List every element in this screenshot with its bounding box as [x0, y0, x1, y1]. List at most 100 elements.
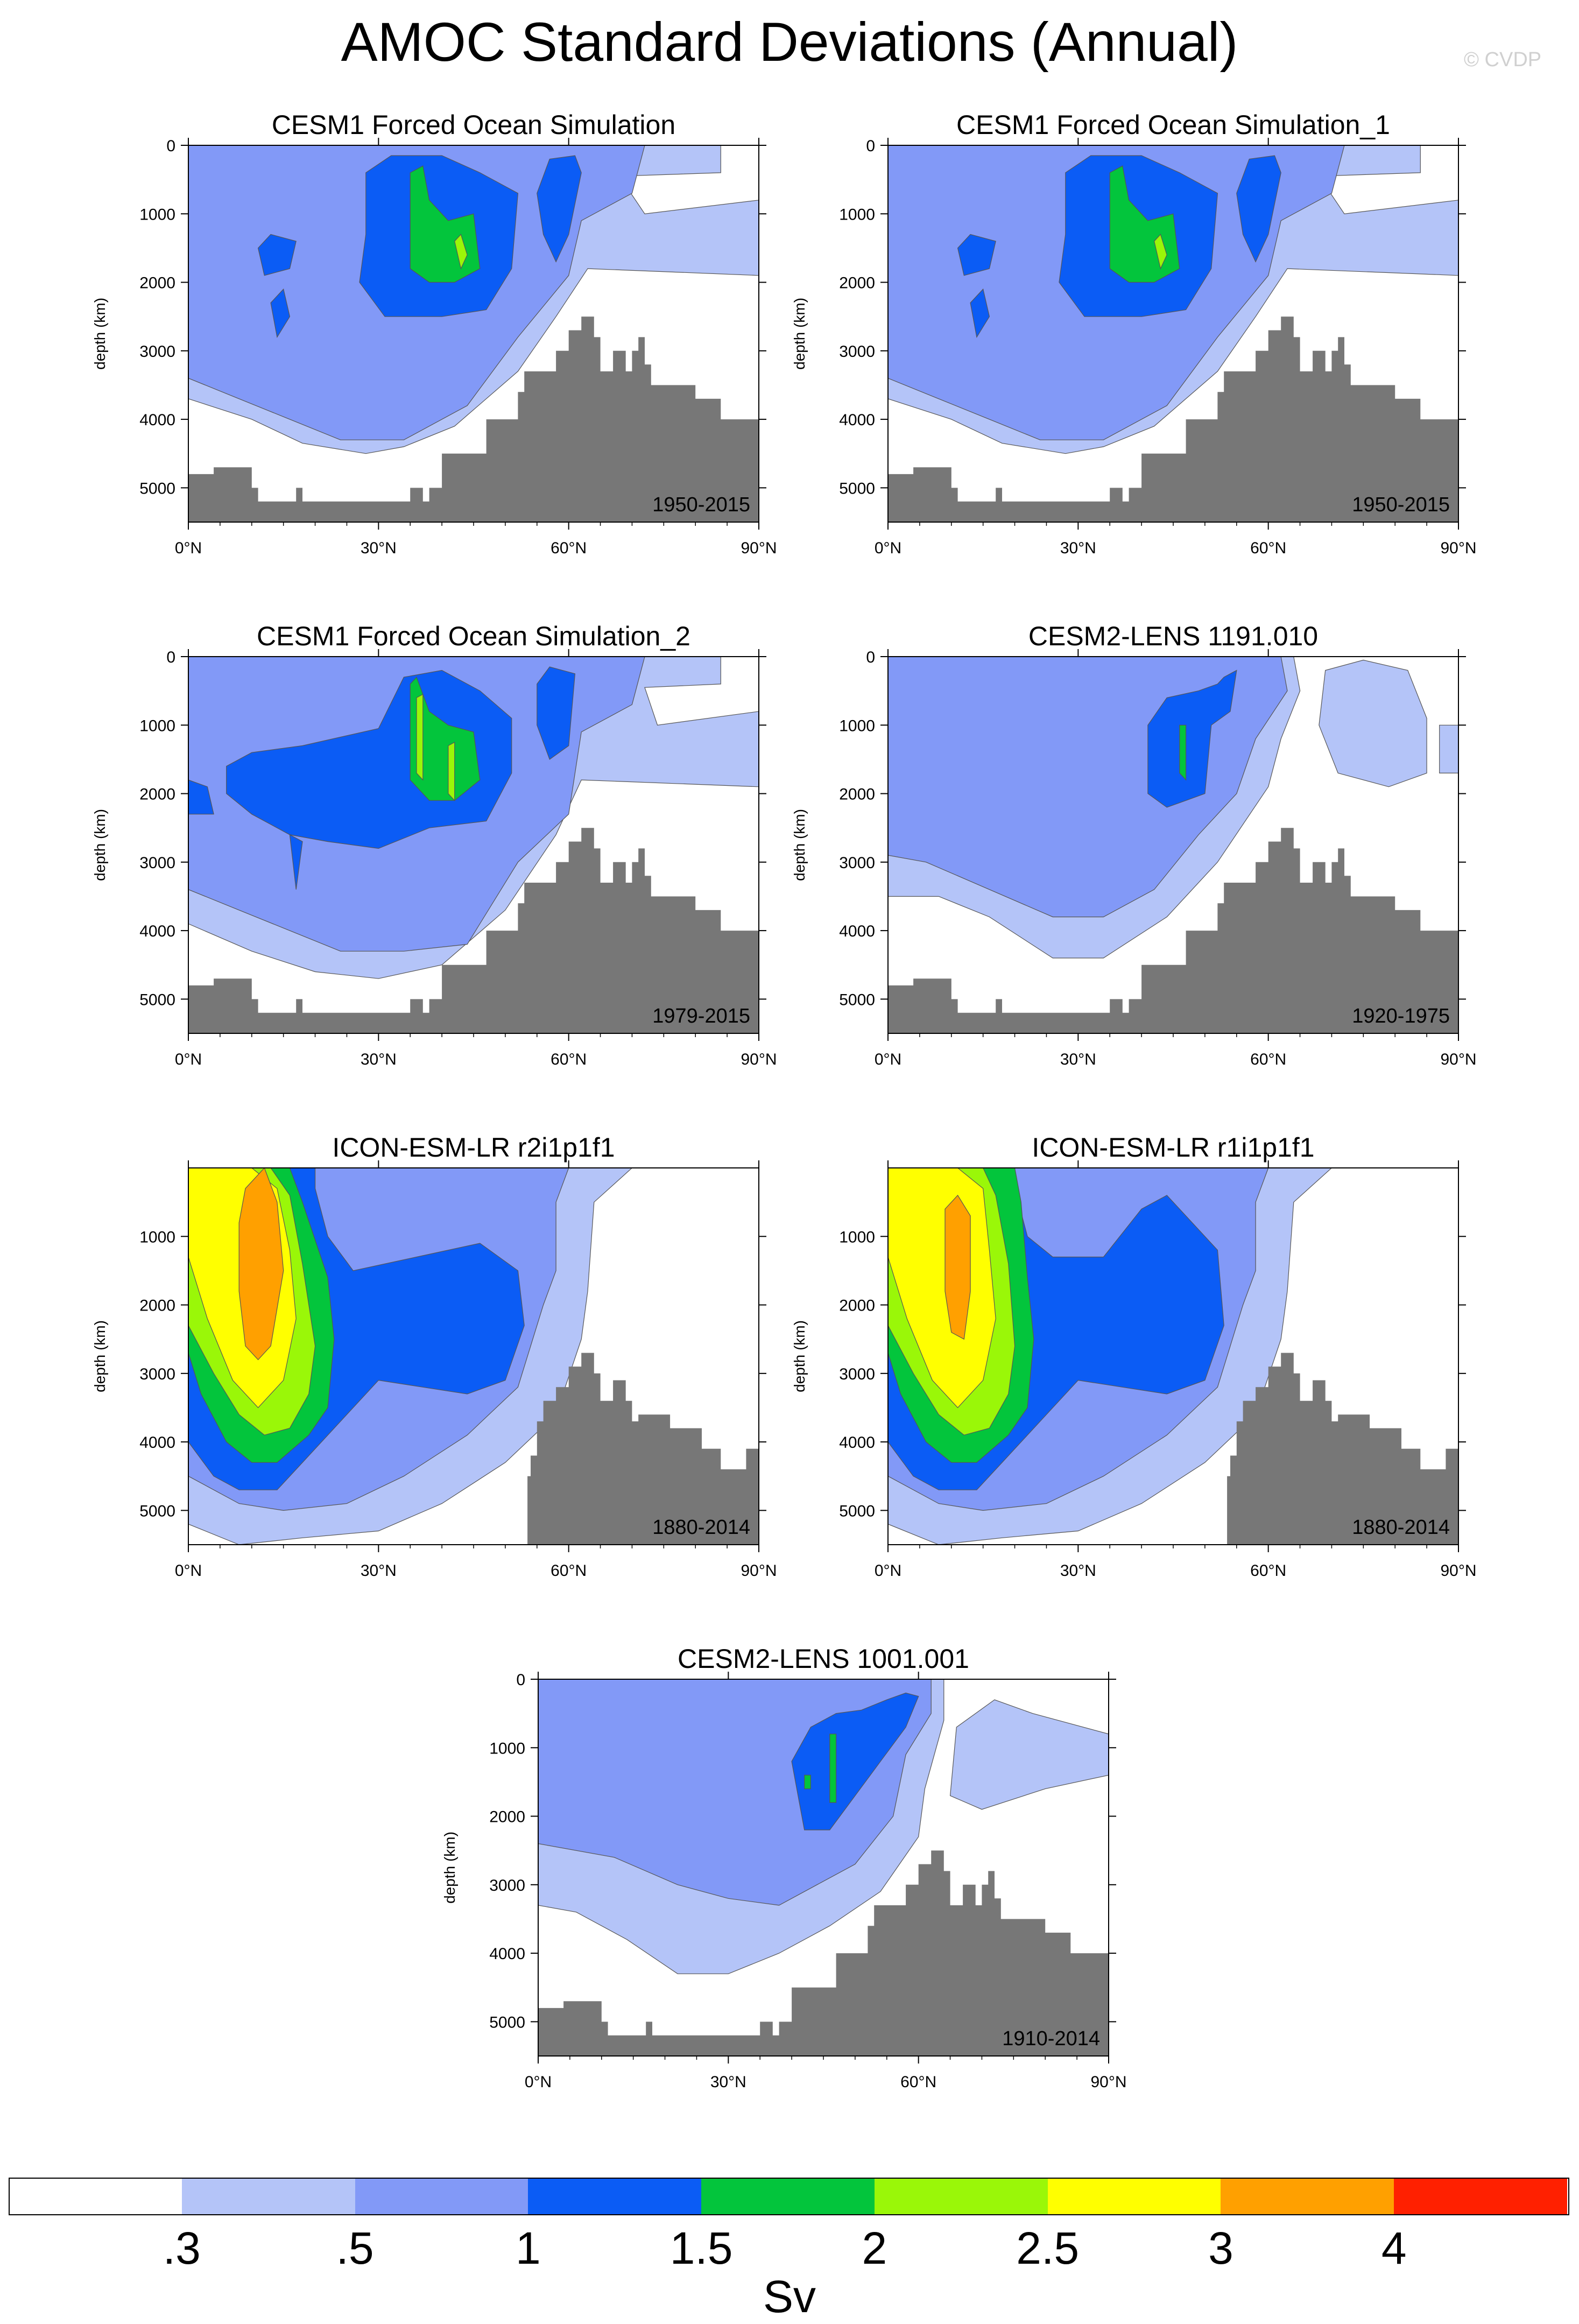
contour-level-3: [537, 155, 582, 263]
contour-level-3: [1236, 155, 1281, 263]
contour-level-3: [270, 288, 291, 339]
y-tick-label: 2000: [839, 1297, 875, 1315]
y-tick-label: 4000: [839, 411, 875, 429]
contour-plot: 0°N 30°N 60°N 90°N 0 1000 2000 3000 4000 5000 dept…: [791, 649, 1477, 1068]
colorbar-border: [9, 2178, 1569, 2215]
chart-panel: CESM2-LENS 1191.010 0°N 30°N 60°N 90°N 0 1000 2…: [700, 619, 1477, 1103]
x-tick-label: 90°N: [741, 539, 777, 557]
x-tick-label: 30°N: [361, 539, 397, 557]
contour-level-3: [289, 834, 303, 890]
x-tick-label: 60°N: [551, 1051, 587, 1068]
y-axis-label: depth (km): [791, 809, 808, 881]
x-tick-label: 0°N: [875, 539, 901, 557]
x-tick-label: 90°N: [1440, 1051, 1476, 1068]
contour-plot: 0°N 30°N 60°N 90°N 0 1000 2000 3000 4000 5000 dept…: [791, 137, 1477, 557]
colorbar-label: 1: [515, 2223, 541, 2273]
x-tick-label: 0°N: [175, 1562, 202, 1580]
y-axis-label: depth (km): [91, 809, 108, 881]
y-tick-label: 1000: [839, 206, 875, 223]
colorbar-label: 2.5: [1016, 2223, 1080, 2273]
contour-level-3: [188, 779, 214, 815]
bathymetry: [188, 814, 759, 1033]
chart-title: CESM2-LENS 1191.010: [1028, 621, 1319, 651]
y-tick-label: 5000: [839, 991, 875, 1009]
chart-panel: ICON-ESM-LR r2i1p1f1 0°N 30°N 60°N 90°N 1000 2…: [0, 1130, 777, 1615]
y-tick-label: 0: [166, 137, 175, 155]
y-tick-label: 2000: [489, 1808, 525, 1826]
y-tick-label: 2000: [839, 786, 875, 804]
colorbar-label: 2: [862, 2223, 887, 2273]
y-tick-label: 1000: [139, 1228, 175, 1246]
colorbar-label: 4: [1381, 2223, 1407, 2273]
x-tick-label: 90°N: [1440, 539, 1476, 557]
y-tick-label: 3000: [139, 1365, 175, 1383]
chart-title: ICON-ESM-LR r2i1p1f1: [332, 1132, 615, 1163]
colorbar-bar: [9, 2178, 1569, 2215]
credit-label: © CVDP: [1464, 48, 1542, 71]
x-tick-label: 90°N: [1090, 2073, 1126, 2091]
y-tick-label: 2000: [139, 786, 175, 804]
bathymetry: [527, 1353, 759, 1545]
y-tick-label: 5000: [839, 480, 875, 497]
y-axis-label: depth (km): [91, 1320, 108, 1392]
chart-title: CESM1 Forced Ocean Simulation_1: [956, 110, 1390, 140]
x-tick-label: 60°N: [1250, 1051, 1286, 1068]
contour-level-3: [791, 1692, 919, 1830]
contour-plot: 0°N 30°N 60°N 90°N 0 1000 2000 3000 4000 5000 dept…: [441, 1671, 1127, 2091]
y-tick-label: 4000: [139, 411, 175, 429]
bathymetry: [888, 302, 1458, 522]
x-tick-label: 60°N: [1250, 539, 1286, 557]
contour-plot: 0°N 30°N 60°N 90°N 1000 2000 3000 4000 5000 depth…: [791, 1160, 1477, 1580]
y-tick-label: 4000: [139, 1434, 175, 1452]
y-tick-label: 3000: [139, 343, 175, 361]
y-tick-label: 3000: [489, 1877, 525, 1895]
y-tick-label: 0: [166, 649, 175, 666]
chart-panel: CESM2-LENS 1001.001 0°N 30°N 60°N 90°N 0 1000 2…: [350, 1642, 1127, 2126]
chart-title: ICON-ESM-LR r1i1p1f1: [1032, 1132, 1315, 1163]
x-tick-label: 0°N: [175, 1051, 202, 1068]
period-label: 1979-2015: [652, 1005, 750, 1027]
contour-level-4: [804, 1774, 811, 1790]
x-tick-label: 60°N: [551, 1562, 587, 1580]
y-tick-label: 5000: [489, 2013, 525, 2031]
y-tick-label: 4000: [139, 922, 175, 940]
x-tick-label: 30°N: [1060, 1051, 1096, 1068]
bathymetry: [538, 1836, 1109, 2056]
y-tick-label: 4000: [839, 1434, 875, 1452]
x-tick-label: 60°N: [900, 2073, 936, 2091]
x-tick-label: 30°N: [710, 2073, 746, 2091]
y-tick-label: 2000: [139, 1297, 175, 1315]
y-axis-label: depth (km): [91, 298, 108, 370]
y-tick-label: 3000: [839, 343, 875, 361]
contour-level-3: [957, 234, 996, 276]
chart-panel: CESM1 Forced Ocean Simulation_1 0°N 30°N 60…: [700, 108, 1477, 592]
y-tick-label: 4000: [489, 1945, 525, 1963]
x-tick-label: 0°N: [875, 1051, 901, 1068]
y-tick-label: 5000: [139, 480, 175, 497]
y-tick-label: 1000: [839, 1228, 875, 1246]
y-tick-label: 2000: [139, 274, 175, 292]
contour-level-3: [257, 234, 297, 276]
x-tick-label: 30°N: [361, 1051, 397, 1068]
chart-panel: CESM1 Forced Ocean Simulation_2 0°N 30°N 60…: [0, 619, 777, 1103]
period-label: 1920-1975: [1352, 1005, 1450, 1027]
contour-level-5: [454, 234, 468, 270]
x-tick-label: 0°N: [875, 1562, 901, 1580]
chart-panel: ICON-ESM-LR r1i1p1f1 0°N 30°N 60°N 90°N 1000 2…: [700, 1130, 1477, 1615]
contour-plot: 0°N 30°N 60°N 90°N 0 1000 2000 3000 4000 5000 dept…: [91, 137, 777, 557]
contour-plot: 0°N 30°N 60°N 90°N 0 1000 2000 3000 4000 5000 dept…: [91, 649, 777, 1068]
contour-level-1: [1439, 724, 1458, 773]
bathymetry: [1227, 1353, 1458, 1545]
chart-title: CESM2-LENS 1001.001: [678, 1644, 969, 1674]
colorbar-units: Sv: [763, 2271, 816, 2322]
y-axis-label: depth (km): [791, 298, 808, 370]
chart-title: CESM1 Forced Ocean Simulation_2: [257, 621, 690, 651]
colorbar-segment: [701, 2178, 876, 2215]
x-tick-label: 0°N: [525, 2073, 552, 2091]
bathymetry: [888, 814, 1458, 1033]
contour-level-1: [1319, 659, 1427, 787]
contour-level-3: [1147, 670, 1237, 808]
contour-level-4: [829, 1734, 837, 1803]
figure-title: AMOC Standard Deviations (Annual): [341, 11, 1238, 73]
y-tick-label: 4000: [839, 922, 875, 940]
